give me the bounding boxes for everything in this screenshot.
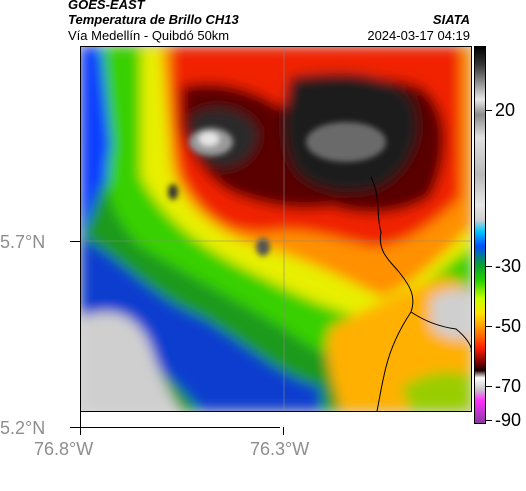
overshooting-top-east xyxy=(306,122,386,162)
lat-label-5-7: 5.7°N xyxy=(0,232,46,252)
small-cell-west xyxy=(168,184,178,200)
satellite-title: GOES-EAST xyxy=(68,0,145,12)
colorbar-tick xyxy=(486,386,492,387)
clear-surface-e xyxy=(431,289,471,339)
axis-left-extension xyxy=(80,411,81,427)
colorbar-tick xyxy=(486,266,492,267)
lat-tick xyxy=(70,427,80,428)
clear-surface-sw xyxy=(81,311,181,411)
lat-tick xyxy=(70,241,80,242)
colorbar-tick xyxy=(486,326,492,327)
cloud-green-se xyxy=(401,371,471,411)
lon-label-76-8: 76.8°W xyxy=(34,439,94,459)
small-cell xyxy=(256,238,270,256)
colorbar-label-minus30: -30 xyxy=(495,256,522,276)
timestamp-label: 2024-03-17 04:19 xyxy=(367,28,470,43)
brand-label: SIATA xyxy=(432,12,470,27)
colorbar xyxy=(474,46,486,424)
lon-label-76-3: 76.3°W xyxy=(250,439,310,459)
colorbar-tick xyxy=(486,420,492,421)
brightness-temperature-map xyxy=(80,46,472,412)
lon-tick xyxy=(80,427,81,435)
colorbar-label-20: 20 xyxy=(495,100,516,120)
colorbar-label-minus90: -90 xyxy=(495,410,522,430)
product-title: Temperatura de Brillo CH13 xyxy=(68,12,239,27)
axis-bottom-line xyxy=(80,427,280,428)
region-subtitle: Vía Medellín - Quibdó 50km xyxy=(68,28,230,43)
overshooting-core-west xyxy=(199,132,219,146)
map-svg xyxy=(81,47,471,411)
lat-label-5-2: 5.2°N xyxy=(0,418,46,438)
cloud-blue-south xyxy=(81,237,321,411)
lon-tick xyxy=(283,427,284,435)
colorbar-label-minus50: -50 xyxy=(495,316,522,336)
colorbar-tick xyxy=(486,110,492,111)
colorbar-label-minus70: -70 xyxy=(495,376,522,396)
department-border xyxy=(370,176,471,411)
